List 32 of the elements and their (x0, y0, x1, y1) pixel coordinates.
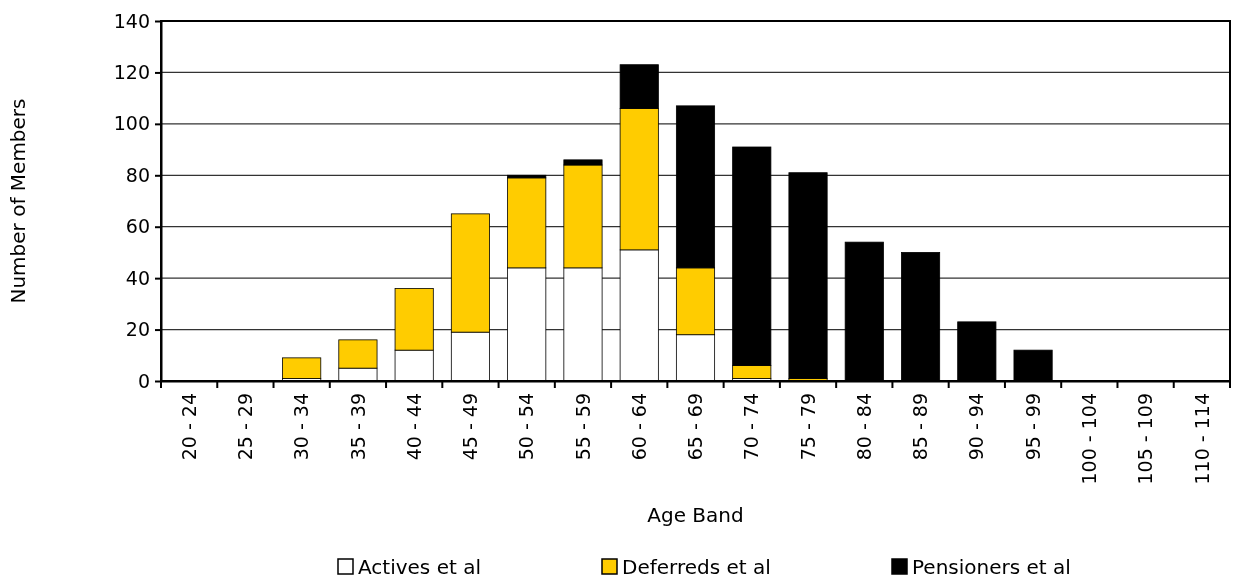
x-tick-label: 105 - 109 (1134, 393, 1157, 485)
x-tick-label: 20 - 24 (177, 393, 200, 461)
x-tick-label: 60 - 64 (627, 393, 650, 461)
x-tick-label: 65 - 69 (684, 393, 707, 461)
y-tick-label: 40 (125, 266, 150, 289)
x-tick-label: 110 - 114 (1190, 393, 1213, 485)
x-tick-label: 55 - 59 (571, 393, 594, 461)
x-tick-label: 35 - 39 (346, 393, 369, 461)
x-tick-label: 90 - 94 (965, 393, 988, 461)
x-axis-title: Age Band (647, 503, 744, 527)
x-tick-label: 85 - 89 (909, 393, 932, 461)
x-tick-label: 70 - 74 (740, 393, 763, 461)
legend-label: Actives et al (358, 555, 481, 579)
legend-label: Pensioners et al (912, 555, 1071, 579)
y-tick-label: 0 (137, 369, 150, 392)
x-tick-label: 80 - 84 (852, 393, 875, 461)
x-tick-label: 95 - 99 (1021, 393, 1044, 461)
x-tick-label: 40 - 44 (402, 393, 425, 461)
legend-label: Deferreds et al (622, 555, 771, 579)
x-tick-label: 30 - 34 (290, 393, 313, 461)
y-tick-label: 80 (125, 163, 150, 186)
y-tick-label: 100 (113, 112, 150, 135)
x-tick-label: 75 - 79 (796, 393, 819, 461)
y-axis-title: Number of Members (6, 98, 30, 304)
y-tick-label: 20 (125, 318, 150, 341)
x-tick-label: 45 - 49 (459, 393, 482, 461)
y-tick-label: 60 (125, 215, 150, 238)
x-tick-label: 50 - 54 (515, 393, 538, 461)
x-tick-label: 25 - 29 (234, 393, 257, 461)
x-tick-label: 100 - 104 (1077, 393, 1100, 485)
y-tick-label: 120 (113, 61, 150, 84)
y-tick-label: 140 (113, 9, 150, 32)
